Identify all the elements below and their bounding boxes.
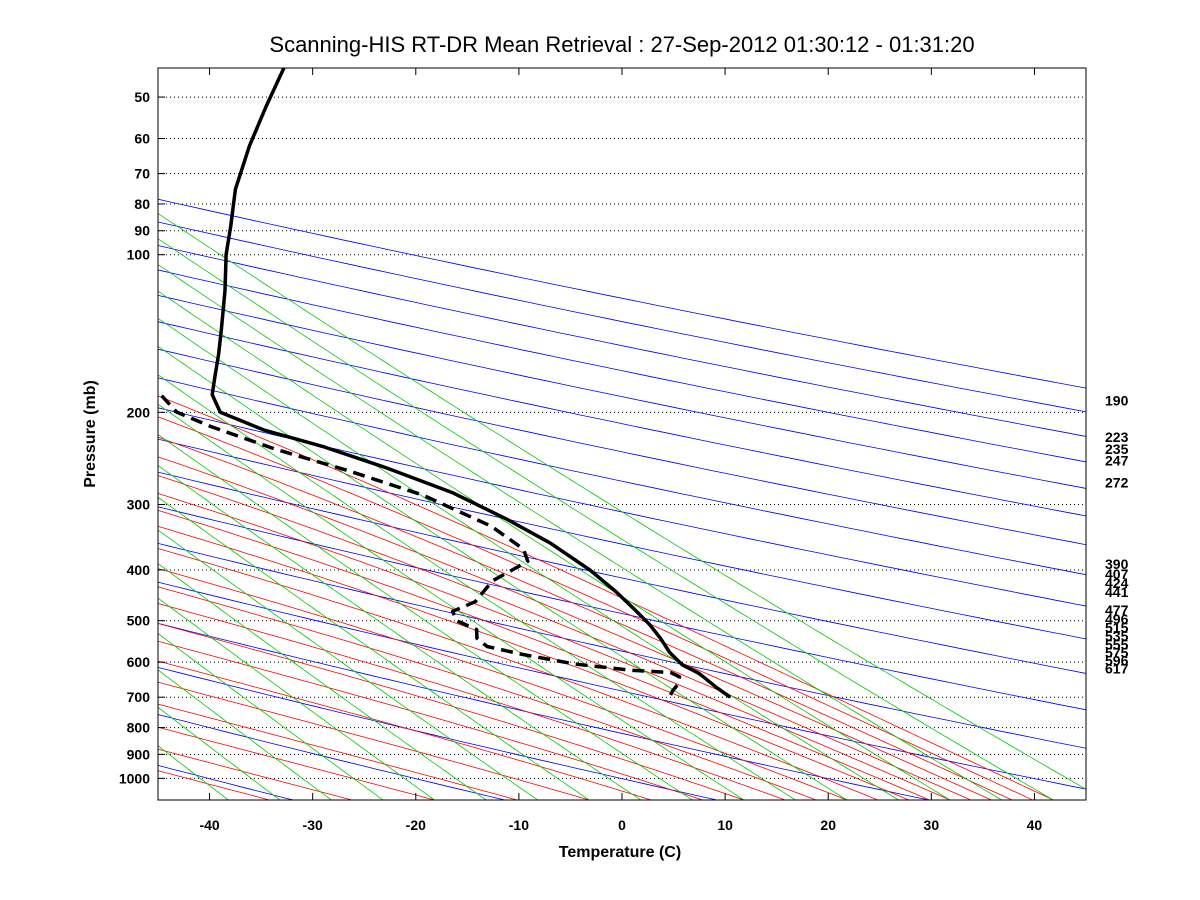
mixing-ratio-0 <box>158 464 642 800</box>
x-axis-label: Temperature (C) <box>559 844 681 861</box>
dry-adiabat-353 <box>158 506 1086 711</box>
moist-adiabat--12 <box>158 703 518 800</box>
level-label-535: 535 <box>1105 628 1129 644</box>
mixing-ratio-5 <box>158 433 693 800</box>
moist-adiabat-1 <box>158 660 652 800</box>
dry-adiabat-413 <box>158 407 1086 607</box>
mixing-ratio--5 <box>158 496 590 800</box>
dry-adiabat-493 <box>158 294 1086 489</box>
moist-adiabat-10 <box>158 623 745 800</box>
mixing-ratio--20 <box>158 597 435 800</box>
level-label-496: 496 <box>1105 611 1129 627</box>
dry-adiabat-333 <box>158 542 1086 749</box>
thermodynamic-background <box>158 198 1086 800</box>
mixing-ratio-35 <box>158 264 1002 800</box>
mixing-ratio--10 <box>158 529 538 800</box>
dry-adiabat-473 <box>158 321 1086 517</box>
mixing-ratio-45 <box>158 212 1086 790</box>
x-tick-label: -20 <box>406 817 426 833</box>
pressure-gridlines <box>158 96 1086 779</box>
level-labels: 1902232352472723904074244414774965155355… <box>1105 393 1129 677</box>
moist-adiabat-26 <box>158 525 910 800</box>
dry-adiabat-433 <box>158 377 1086 576</box>
y-tick-label: 800 <box>127 720 151 736</box>
dry-adiabat-313 <box>158 581 1086 790</box>
mixing-ratio-30 <box>158 290 951 800</box>
y-tick-label: 900 <box>127 746 151 762</box>
dry-adiabat-293 <box>158 622 929 800</box>
x-axis-ticks: -40 -30 -20 -10 0 10 20 30 40 <box>199 68 1042 833</box>
mixing-ratio--30 <box>158 669 332 800</box>
moist-adiabat-23 <box>158 548 879 800</box>
chart-title: Scanning-HIS RT-DR Mean Retrieval : 27-S… <box>269 32 974 57</box>
mixing-ratio--25 <box>158 633 384 800</box>
y-tick-label: 50 <box>134 89 150 105</box>
moist-adiabat-6 <box>158 640 703 800</box>
x-tick-label: 10 <box>717 817 733 833</box>
x-tick-label: 40 <box>1027 817 1043 833</box>
y-tick-label: 90 <box>134 223 150 239</box>
level-label-477: 477 <box>1105 602 1129 618</box>
level-label-424: 424 <box>1105 575 1129 591</box>
level-label-407: 407 <box>1105 566 1129 582</box>
x-tick-label: -40 <box>199 817 219 833</box>
dry-adiabat-273 <box>158 666 717 800</box>
y-tick-label: 300 <box>127 497 151 513</box>
level-label-235: 235 <box>1105 441 1129 457</box>
x-tick-label: 30 <box>924 817 940 833</box>
moist-adiabat-36 <box>158 436 1013 800</box>
level-label-515: 515 <box>1105 619 1129 635</box>
y-axis-label: Pressure (mb) <box>82 380 99 488</box>
solid-profile-line <box>210 68 732 699</box>
x-tick-label: 20 <box>820 817 836 833</box>
level-label-223: 223 <box>1105 429 1129 445</box>
y-axis-ticks: 50 60 70 80 90 100 200 300 400 500 600 700 800 900 100… <box>119 89 165 786</box>
y-tick-label: 100 <box>127 247 151 263</box>
y-tick-label: 80 <box>134 196 150 212</box>
dry-adiabat-513 <box>158 269 1086 463</box>
mixing-ratio-10 <box>158 403 745 800</box>
x-tick-label: 0 <box>618 817 626 833</box>
level-label-272: 272 <box>1105 474 1129 490</box>
mixing-ratio-40 <box>158 238 1054 800</box>
level-label-596: 596 <box>1105 653 1129 669</box>
profile-lines <box>158 68 732 699</box>
mixing-ratio--15 <box>158 563 487 800</box>
y-tick-label: 400 <box>127 562 151 578</box>
level-label-617: 617 <box>1105 661 1129 677</box>
x-tick-label: -30 <box>303 817 323 833</box>
moist-adiabat--5 <box>158 681 590 800</box>
y-tick-label: 600 <box>127 654 151 670</box>
y-tick-label: 1000 <box>119 770 150 786</box>
y-tick-label: 700 <box>127 689 151 705</box>
y-tick-label: 500 <box>127 613 151 629</box>
moist-adiabat-40 <box>158 395 1054 800</box>
moist-adiabat-32 <box>158 475 971 800</box>
moist-adiabat-34 <box>158 456 992 800</box>
moist-adiabat-38 <box>158 416 1033 800</box>
moist-adiabat-14 <box>158 603 786 800</box>
dry-adiabat-453 <box>158 348 1086 546</box>
mixing-ratio-15 <box>158 374 796 800</box>
level-label-441: 441 <box>1105 584 1129 600</box>
x-tick-label: -10 <box>509 817 529 833</box>
y-tick-label: 60 <box>134 131 150 147</box>
level-label-575: 575 <box>1105 644 1129 660</box>
y-tick-label: 200 <box>127 404 151 420</box>
moist-adiabat-17 <box>158 586 817 800</box>
moist-adiabat-20 <box>158 568 848 800</box>
level-label-390: 390 <box>1105 556 1129 572</box>
dry-adiabat-533 <box>158 245 1086 437</box>
y-tick-label: 70 <box>134 166 150 182</box>
moist-adiabat--20 <box>158 726 435 800</box>
mixing-ratio-20 <box>158 345 848 800</box>
level-label-247: 247 <box>1105 452 1129 468</box>
level-label-190: 190 <box>1105 393 1129 409</box>
level-label-555: 555 <box>1105 636 1129 652</box>
